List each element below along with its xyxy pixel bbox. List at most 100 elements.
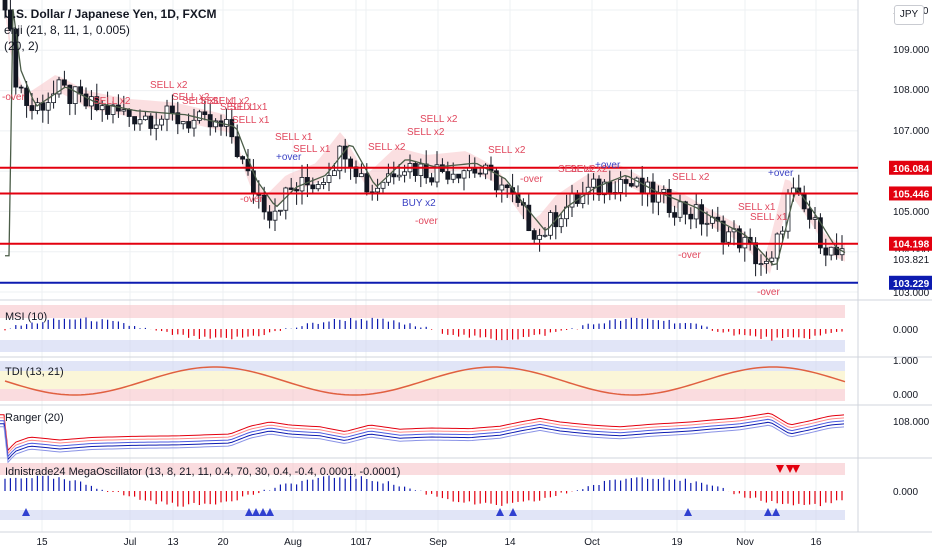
candle-body xyxy=(456,173,462,179)
ranger-band xyxy=(0,418,845,458)
candle-body xyxy=(639,177,645,194)
buy-arrow xyxy=(245,508,253,516)
candle-body xyxy=(493,170,499,191)
candle-body xyxy=(331,170,337,176)
overextension-label: +over xyxy=(276,152,302,163)
tdi-label[interactable]: TDI (13, 21) xyxy=(5,366,64,378)
candle-body xyxy=(62,79,67,86)
date-axis-tick: 13 xyxy=(167,537,179,548)
candle-body xyxy=(591,178,596,188)
candle-body xyxy=(391,173,397,178)
ranger-band xyxy=(0,421,845,461)
price-badge xyxy=(889,186,932,201)
candle-body xyxy=(769,257,775,262)
candle-body xyxy=(321,182,327,185)
candle-body xyxy=(326,175,332,183)
date-axis-tick: 16 xyxy=(810,537,822,548)
sell-signal-label: SELL x2 xyxy=(570,164,608,175)
megaoscillator-label[interactable]: Idnistrade24 MegaOscillator (13, 8, 21, … xyxy=(5,466,401,478)
candle-body xyxy=(196,111,202,121)
candle-body xyxy=(672,212,677,218)
symbol-title[interactable]: U.S. Dollar / Japanese Yen, 1D, FXCM xyxy=(4,7,217,21)
ranger-pane[interactable] xyxy=(0,412,845,464)
candle-body xyxy=(175,112,181,125)
candle-body xyxy=(105,105,110,115)
sell-signal-label: SELL x1 xyxy=(230,102,268,113)
indicator-axis-tick: 0.000 xyxy=(893,325,918,336)
candle-body xyxy=(229,119,235,138)
buy-arrow xyxy=(509,508,517,516)
ranger-label[interactable]: Ranger (20) xyxy=(5,412,64,424)
buy-arrow xyxy=(22,508,30,516)
candle-body xyxy=(764,260,769,265)
candle-body xyxy=(137,119,143,125)
sell-signal-label: SELL x1 xyxy=(293,144,331,155)
candle-body xyxy=(828,246,834,256)
msi-pane[interactable] xyxy=(0,305,845,352)
candle-body xyxy=(812,217,818,220)
candle-body xyxy=(542,234,548,237)
candle-body xyxy=(429,177,435,183)
candle-body xyxy=(602,181,607,196)
sell-signal-label: SELL x1 xyxy=(750,212,788,223)
candle-body xyxy=(607,181,613,195)
price-badge xyxy=(889,275,932,290)
indicator-legend-1[interactable]: enji (21, 8, 11, 1, 0.005) xyxy=(4,23,130,37)
sell-signal-label: SELL x1 xyxy=(200,96,238,107)
price-badge xyxy=(889,236,932,251)
buy-arrow xyxy=(266,508,274,516)
sell-signal-label: SELL x1 xyxy=(182,96,220,107)
buy-arrow xyxy=(684,508,692,516)
msi-label[interactable]: MSI (10) xyxy=(5,311,48,323)
sell-arrow xyxy=(786,465,794,473)
date-axis-tick: 14 xyxy=(504,537,516,548)
price-axis-tick: 105.000 xyxy=(893,207,930,218)
candle-body xyxy=(375,187,381,193)
candle-body xyxy=(699,204,704,225)
price-axis-tick: 109.000 xyxy=(893,45,930,56)
price-pane[interactable] xyxy=(2,0,846,277)
candle-body xyxy=(153,124,159,129)
candle-body xyxy=(818,217,823,249)
candle-body xyxy=(288,187,294,190)
candle-body xyxy=(272,210,278,221)
overextension-label: -over xyxy=(2,92,25,103)
candle-body xyxy=(142,115,148,121)
indicator-axis-tick: 0.000 xyxy=(893,487,918,498)
buy-arrow xyxy=(764,508,772,516)
candle-body xyxy=(56,79,62,95)
candle-body xyxy=(688,213,694,220)
candle-body xyxy=(2,0,8,11)
currency-button[interactable]: JPY xyxy=(894,5,924,25)
sell-signal-label: SELL x2 xyxy=(172,92,210,103)
price-badge-label: 103.821 xyxy=(893,255,930,266)
candle-body xyxy=(661,189,667,193)
candle-body xyxy=(380,181,386,189)
candle-body xyxy=(531,230,537,240)
indicator-legend-2[interactable]: (20, 2) xyxy=(4,39,39,53)
date-axis-tick: Sep xyxy=(429,537,447,548)
candle-body xyxy=(499,184,505,191)
date-axis-tick: 19 xyxy=(671,537,683,548)
sell-signal-label: SELL x2 xyxy=(150,80,188,91)
megaoscillator-pane[interactable] xyxy=(0,463,845,520)
candle-body xyxy=(434,164,440,183)
candle-body xyxy=(537,234,542,240)
price-axis[interactable]: 110.000109.000108.000107.000106.000105.0… xyxy=(889,6,932,498)
candle-body xyxy=(223,119,229,127)
tdi-pane[interactable] xyxy=(0,361,846,401)
date-axis-tick: 20 xyxy=(217,537,229,548)
candle-body xyxy=(396,174,402,178)
horizontal-levels[interactable] xyxy=(0,166,858,284)
candle-body xyxy=(402,171,408,176)
candle-body xyxy=(737,228,742,249)
candle-body xyxy=(726,231,731,243)
candle-body xyxy=(191,119,197,129)
candle-body xyxy=(666,189,672,213)
overextension-label: -over xyxy=(240,194,263,205)
candle-body xyxy=(693,204,699,220)
candle-body xyxy=(121,109,127,112)
